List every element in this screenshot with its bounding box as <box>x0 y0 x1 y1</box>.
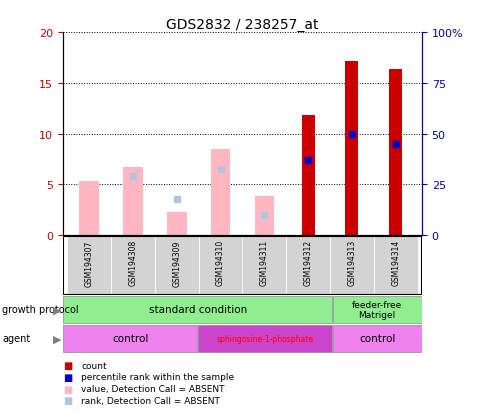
Text: agent: agent <box>2 334 30 344</box>
Bar <box>329 236 373 295</box>
Text: control: control <box>358 334 394 344</box>
Bar <box>123 168 143 235</box>
Text: ▶: ▶ <box>53 334 61 344</box>
Text: GSM194309: GSM194309 <box>172 240 181 286</box>
Text: GSM194310: GSM194310 <box>216 240 225 286</box>
Title: GDS2832 / 238257_at: GDS2832 / 238257_at <box>166 18 318 32</box>
Text: value, Detection Call = ABSENT: value, Detection Call = ABSENT <box>81 384 225 393</box>
Bar <box>242 236 286 295</box>
Bar <box>79 182 99 235</box>
Text: ▶: ▶ <box>53 305 61 315</box>
Text: GSM194307: GSM194307 <box>85 240 93 286</box>
Text: rank, Detection Call = ABSENT: rank, Detection Call = ABSENT <box>81 396 220 405</box>
Text: GSM194314: GSM194314 <box>391 240 399 286</box>
Bar <box>63 325 197 352</box>
Text: count: count <box>81 361 107 370</box>
Bar <box>197 325 331 352</box>
Bar <box>111 236 155 295</box>
Bar <box>154 236 198 295</box>
Text: GSM194313: GSM194313 <box>347 240 356 286</box>
Bar <box>345 62 358 235</box>
Text: ■: ■ <box>63 384 72 394</box>
Text: ■: ■ <box>63 361 72 370</box>
Bar <box>373 236 417 295</box>
Bar <box>211 150 230 235</box>
Bar <box>67 236 111 295</box>
Text: GSM194312: GSM194312 <box>303 240 312 286</box>
Text: standard condition: standard condition <box>148 305 246 315</box>
Bar <box>301 116 314 235</box>
Bar <box>63 296 331 323</box>
Text: ■: ■ <box>63 395 72 405</box>
Text: feeder-free
Matrigel: feeder-free Matrigel <box>351 300 401 319</box>
Text: growth protocol: growth protocol <box>2 305 79 315</box>
Bar <box>254 197 273 235</box>
Bar <box>388 69 401 235</box>
Text: percentile rank within the sample: percentile rank within the sample <box>81 373 234 382</box>
Bar <box>332 325 421 352</box>
Bar <box>332 296 421 323</box>
Bar <box>286 236 330 295</box>
Text: GSM194308: GSM194308 <box>128 240 137 286</box>
Text: ■: ■ <box>63 372 72 382</box>
Text: sphingosine-1-phosphate: sphingosine-1-phosphate <box>216 334 313 343</box>
Bar <box>198 236 242 295</box>
Text: GSM194311: GSM194311 <box>259 240 268 286</box>
Text: control: control <box>112 334 148 344</box>
Bar <box>166 212 186 235</box>
